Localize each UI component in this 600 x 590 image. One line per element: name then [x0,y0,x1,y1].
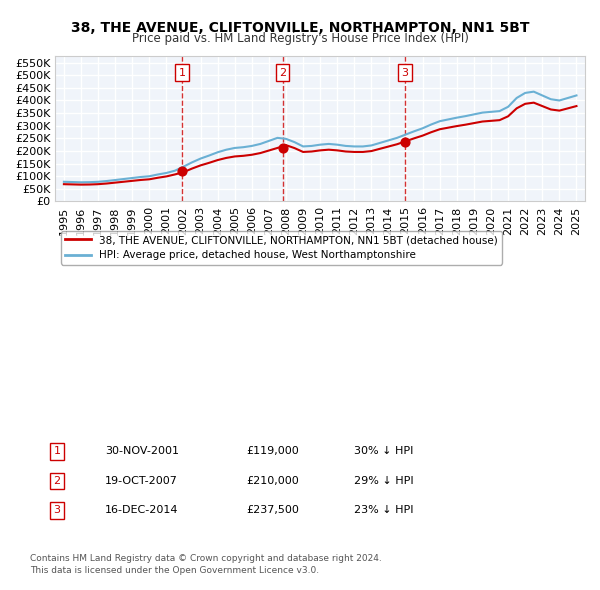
Text: 2: 2 [53,476,61,486]
Text: 1: 1 [53,447,61,456]
Text: 1: 1 [179,68,185,78]
Text: £210,000: £210,000 [246,476,299,486]
Text: 3: 3 [401,68,409,78]
Legend: 38, THE AVENUE, CLIFTONVILLE, NORTHAMPTON, NN1 5BT (detached house), HPI: Averag: 38, THE AVENUE, CLIFTONVILLE, NORTHAMPTO… [61,231,502,264]
Text: 29% ↓ HPI: 29% ↓ HPI [354,476,413,486]
Text: Price paid vs. HM Land Registry's House Price Index (HPI): Price paid vs. HM Land Registry's House … [131,32,469,45]
Text: £119,000: £119,000 [246,447,299,456]
Text: 3: 3 [53,506,61,515]
Text: This data is licensed under the Open Government Licence v3.0.: This data is licensed under the Open Gov… [30,566,319,575]
Point [400,137,410,146]
Text: 38, THE AVENUE, CLIFTONVILLE, NORTHAMPTON, NN1 5BT: 38, THE AVENUE, CLIFTONVILLE, NORTHAMPTO… [71,21,529,35]
Text: £237,500: £237,500 [246,506,299,515]
Point [178,167,187,176]
Text: 23% ↓ HPI: 23% ↓ HPI [354,506,413,515]
Text: 2: 2 [279,68,286,78]
Text: 30-NOV-2001: 30-NOV-2001 [105,447,179,456]
Text: 16-DEC-2014: 16-DEC-2014 [105,506,179,515]
Text: Contains HM Land Registry data © Crown copyright and database right 2024.: Contains HM Land Registry data © Crown c… [30,555,382,563]
Text: 19-OCT-2007: 19-OCT-2007 [105,476,178,486]
Point [278,144,287,153]
Text: 30% ↓ HPI: 30% ↓ HPI [354,447,413,456]
